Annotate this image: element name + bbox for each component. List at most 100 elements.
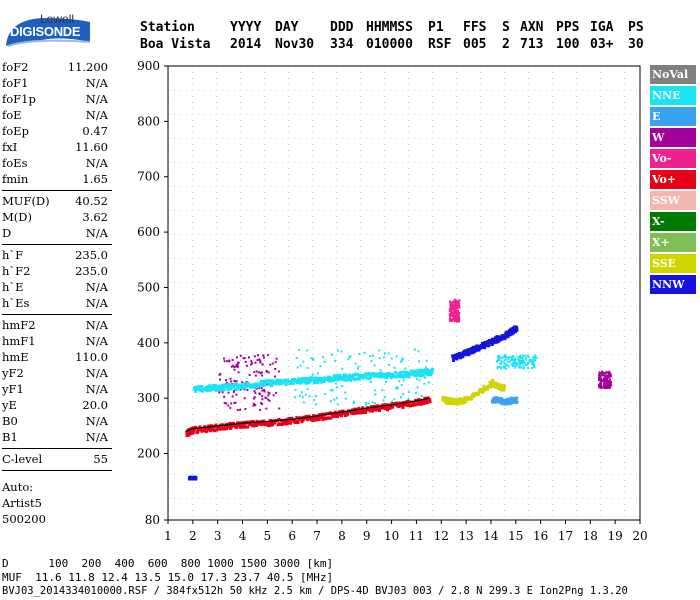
trace-point-vo: [208, 429, 212, 433]
echo-point-nne: [418, 360, 421, 363]
echo-point-nne: [505, 356, 508, 359]
echo-point-w: [225, 402, 228, 405]
trace-point-nnw: [482, 344, 486, 348]
trace-point-vo: [277, 417, 281, 421]
legend-e: E: [650, 107, 696, 126]
echo-point-nne: [535, 356, 538, 359]
echo-point-nne: [503, 359, 506, 362]
echo-point-nne: [404, 367, 407, 370]
echo-point-nne: [500, 357, 503, 360]
echo-point-w: [253, 397, 256, 400]
trace-point-e: [502, 401, 506, 405]
echo-point-nne: [383, 356, 386, 359]
echo-point-w: [267, 371, 270, 374]
trace-point-sse: [449, 397, 453, 401]
echo-point-w: [243, 356, 246, 359]
trace-point-nne: [365, 376, 369, 380]
echo-point-vo: [455, 315, 458, 318]
echo-point-nne: [508, 355, 511, 358]
trace-point-sse: [450, 401, 454, 405]
echo-point-w: [601, 374, 604, 377]
echo-point-nne: [518, 359, 521, 362]
param-row-fof1: foF1 N/A: [2, 76, 108, 92]
echo-point-vo: [455, 300, 458, 303]
legend-ssw: SSW: [650, 191, 696, 210]
scaled-trace-line: [185, 397, 429, 432]
echo-point-nne: [306, 388, 309, 391]
echo-point-nne: [525, 356, 528, 359]
echo-point-nne: [349, 380, 352, 383]
echo-point-nne: [500, 366, 503, 369]
echo-point-nne: [298, 348, 301, 351]
trace-point-vo: [380, 406, 384, 410]
trace-point-nne: [353, 377, 357, 381]
param-row-d: D N/A: [2, 226, 108, 242]
echo-point-w: [262, 356, 265, 359]
echo-point-nnw: [194, 476, 197, 479]
param-row-clevel: C-level 55: [2, 452, 108, 468]
echo-point-w: [254, 404, 257, 407]
echo-point-vo: [453, 309, 456, 312]
echo-point-w: [269, 363, 272, 366]
echo-point-nne: [524, 358, 527, 361]
trace-point-vo: [356, 411, 360, 415]
echo-point-nne: [365, 401, 368, 404]
echo-point-nne: [534, 356, 537, 359]
echo-point-nne: [314, 395, 317, 398]
param-row-b1: B1 N/A: [2, 430, 108, 446]
trace-point-vo: [336, 413, 340, 417]
trace-point-nne: [413, 373, 417, 377]
echo-point-w: [235, 363, 238, 366]
trace-point-nnw: [473, 350, 477, 354]
echo-point-nne: [497, 356, 500, 359]
header-label-hhmmss: HHMMSS: [366, 20, 413, 35]
trace-point-vo: [401, 405, 405, 409]
echo-point-nne: [511, 358, 514, 361]
echo-point-nne: [401, 357, 404, 360]
echo-point-nne: [502, 355, 505, 358]
trace-point-nne: [270, 383, 274, 387]
param-row-hmf2: hmF2 N/A: [2, 318, 108, 334]
echo-point-w: [602, 379, 605, 382]
echo-point-w: [218, 391, 221, 394]
echo-point-nne: [385, 380, 388, 383]
echo-point-w: [598, 383, 601, 386]
trace-point-vo: [312, 414, 316, 418]
echo-point-w: [606, 383, 609, 386]
trace-point-nne: [358, 377, 362, 381]
echo-point-nne: [519, 357, 522, 360]
trace-point-vo: [254, 422, 258, 426]
echo-point-w: [258, 358, 261, 361]
echo-point-vo: [455, 306, 458, 309]
trace-point-nne: [338, 375, 342, 379]
echo-point-w: [239, 388, 242, 391]
trace-point-nne: [370, 373, 374, 377]
param-name: fxI: [2, 140, 18, 154]
trace-point-vo: [213, 428, 217, 432]
echo-point-nne: [531, 359, 534, 362]
trace-point-nne: [256, 385, 260, 389]
echo-point-w: [259, 361, 262, 364]
echo-point-nne: [315, 403, 318, 406]
echo-point-nne: [387, 352, 390, 355]
echo-point-w: [603, 381, 606, 384]
trace-point-nne: [290, 380, 294, 384]
echo-point-nne: [408, 376, 411, 379]
param-value: 20.0: [82, 398, 108, 412]
trace-point-nne: [274, 382, 278, 386]
trace-point-e: [505, 399, 509, 403]
echo-point-w: [228, 359, 231, 362]
trace-point-vo: [313, 416, 317, 420]
echo-point-w: [225, 381, 228, 384]
trace-point-vo: [424, 401, 428, 405]
echo-point-nne: [399, 360, 402, 363]
trace-point-nne: [403, 374, 407, 378]
param-value: 235.0: [75, 264, 108, 278]
param-value: 235.0: [75, 248, 108, 262]
echo-point-nne: [370, 380, 373, 383]
trace-point-nnw: [464, 349, 468, 353]
echo-point-w: [602, 374, 605, 377]
trace-point-nne: [241, 386, 245, 390]
trace-point-nne: [211, 384, 215, 388]
trace-point-vo: [428, 400, 432, 404]
